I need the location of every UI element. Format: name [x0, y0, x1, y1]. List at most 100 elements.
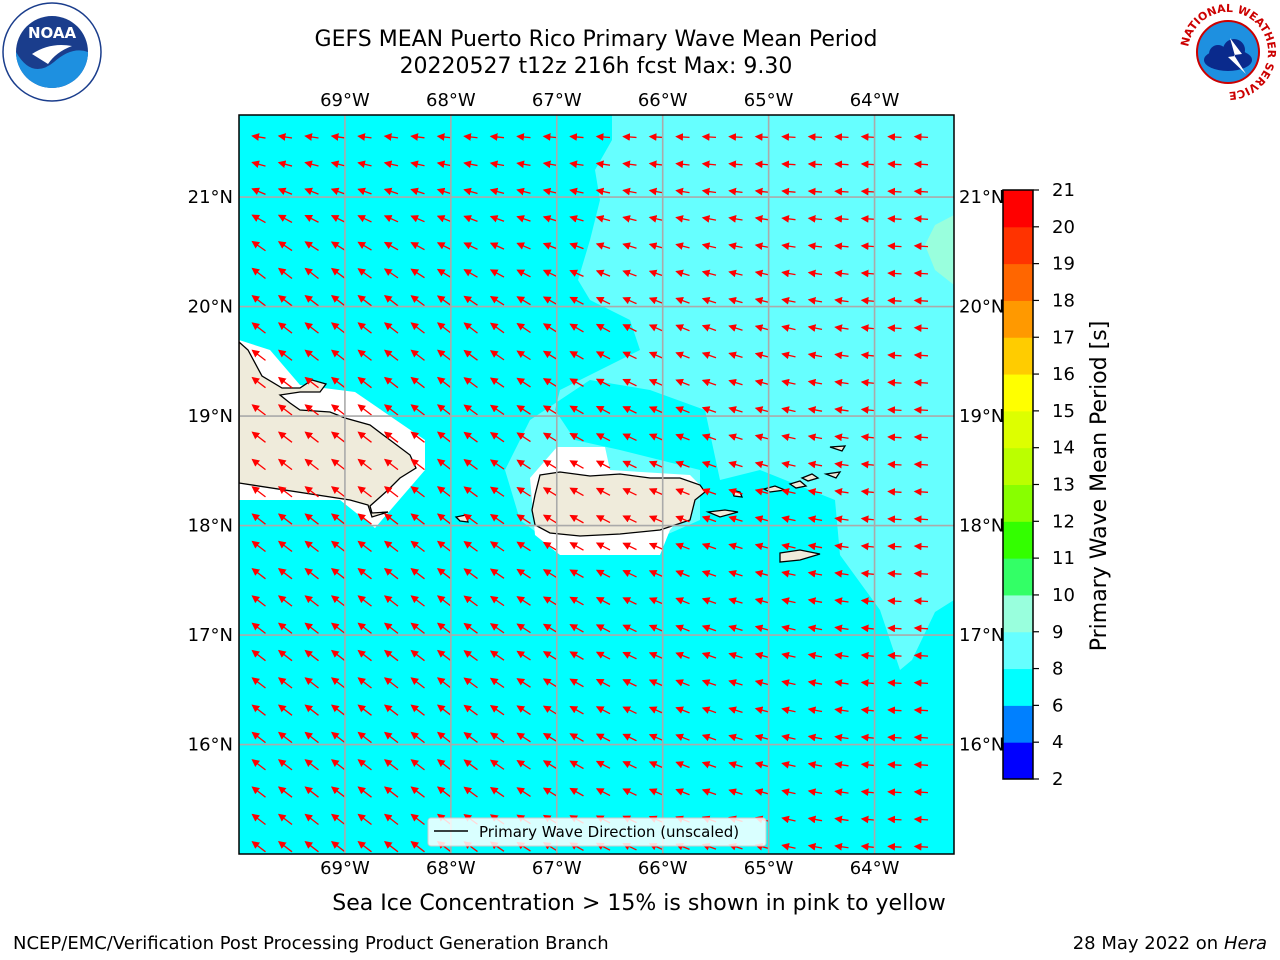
wave-vector — [569, 760, 584, 770]
wave-vector — [701, 296, 717, 305]
wave-vector — [251, 841, 266, 853]
lon-tick-label-top: 69°W — [320, 90, 370, 111]
wave-vector — [887, 597, 902, 605]
wave-vector — [330, 160, 346, 169]
wave-vector — [648, 378, 664, 387]
wave-vector — [516, 350, 531, 361]
wave-vector — [728, 160, 743, 169]
wave-vector — [542, 569, 558, 579]
wave-vector — [516, 322, 531, 334]
wave-vector — [807, 324, 823, 332]
wave-vector — [383, 268, 399, 279]
wave-vector — [489, 133, 505, 141]
wave-vector — [754, 733, 770, 742]
colorbar-segment — [1003, 558, 1033, 596]
wave-vector — [675, 624, 690, 632]
wave-vector — [383, 595, 399, 607]
wave-vector — [675, 761, 690, 769]
saint-john-coast — [788, 480, 808, 489]
wave-vector — [463, 431, 478, 443]
wave-vector — [595, 651, 611, 660]
wave-vector — [251, 240, 266, 252]
wave-vector — [357, 649, 372, 662]
lon-tick-label-top: 64°W — [850, 90, 900, 111]
wave-vector — [675, 569, 690, 578]
wave-vector — [675, 488, 690, 496]
wave-vector — [728, 460, 743, 469]
wave-vector — [463, 187, 478, 196]
wave-vector — [383, 704, 399, 716]
wave-vector — [516, 541, 531, 552]
wave-vector — [357, 268, 372, 279]
wave-vector — [304, 160, 319, 169]
lon-tick-label-bottom: 68°W — [426, 858, 476, 879]
wave-vector — [277, 267, 293, 280]
wave-vector — [701, 597, 717, 605]
wave-vector — [357, 486, 372, 498]
wave-vector — [383, 622, 399, 634]
wave-vector — [807, 542, 823, 551]
wave-vector — [489, 759, 505, 770]
wave-vector — [569, 705, 584, 715]
map-frame — [238, 114, 955, 855]
wave-vector — [781, 406, 796, 414]
wave-vector — [807, 160, 823, 169]
wave-vector — [701, 542, 717, 551]
wave-vector — [569, 269, 584, 277]
wave-vector — [887, 351, 902, 360]
wave-vector — [251, 295, 266, 307]
wave-vector — [781, 378, 796, 387]
wave-vector — [383, 813, 399, 826]
wave-vector — [754, 160, 770, 169]
wave-vector — [516, 732, 531, 743]
wave-vector — [542, 242, 558, 250]
wave-vector — [436, 268, 452, 279]
wave-vector — [410, 813, 425, 826]
wave-vector — [410, 268, 425, 279]
wave-vector — [410, 133, 425, 141]
map-legend: Primary Wave Direction (unscaled) — [427, 817, 767, 847]
wave-vector — [807, 296, 823, 305]
wave-vector — [595, 160, 611, 169]
wave-vector — [860, 569, 876, 578]
wave-vector — [887, 706, 902, 715]
wave-vector — [330, 677, 346, 689]
wave-vector — [277, 486, 293, 498]
wave-vector — [489, 269, 505, 278]
wave-vector — [436, 295, 452, 306]
wave-vector — [277, 187, 293, 196]
wave-vector — [648, 215, 664, 223]
wave-vector — [728, 406, 743, 414]
wave-vector — [622, 679, 637, 687]
wave-vector — [701, 679, 717, 687]
wave-vector — [913, 269, 929, 278]
wave-vector — [887, 406, 902, 414]
wave-vector — [781, 651, 796, 660]
wave-vector — [489, 160, 505, 169]
wave-vector — [489, 295, 505, 306]
lon-tick-label-top: 68°W — [426, 90, 476, 111]
wave-vector — [277, 376, 293, 389]
wave-vector — [754, 433, 770, 442]
wave-vector — [330, 704, 346, 716]
wave-vector — [542, 187, 558, 196]
wave-vector — [595, 433, 611, 442]
noaa-logo-icon: NOAA — [2, 2, 102, 102]
wave-vector — [436, 731, 452, 744]
wave-vector — [754, 706, 770, 715]
lon-tick-label-bottom: 67°W — [532, 858, 582, 879]
wave-vector — [622, 569, 637, 578]
wave-vector — [648, 460, 664, 469]
wave-vector — [595, 760, 611, 769]
wave-vector — [542, 732, 558, 743]
wave-vector — [754, 296, 770, 305]
wave-vector — [701, 706, 717, 714]
wave-vector — [807, 706, 823, 715]
wave-vector — [595, 788, 611, 797]
wave-vector — [754, 133, 770, 141]
wave-vector — [436, 677, 452, 689]
wave-vector — [436, 133, 452, 141]
wave-vector — [357, 404, 372, 416]
wave-vector — [860, 542, 876, 551]
wave-vector — [251, 731, 266, 744]
